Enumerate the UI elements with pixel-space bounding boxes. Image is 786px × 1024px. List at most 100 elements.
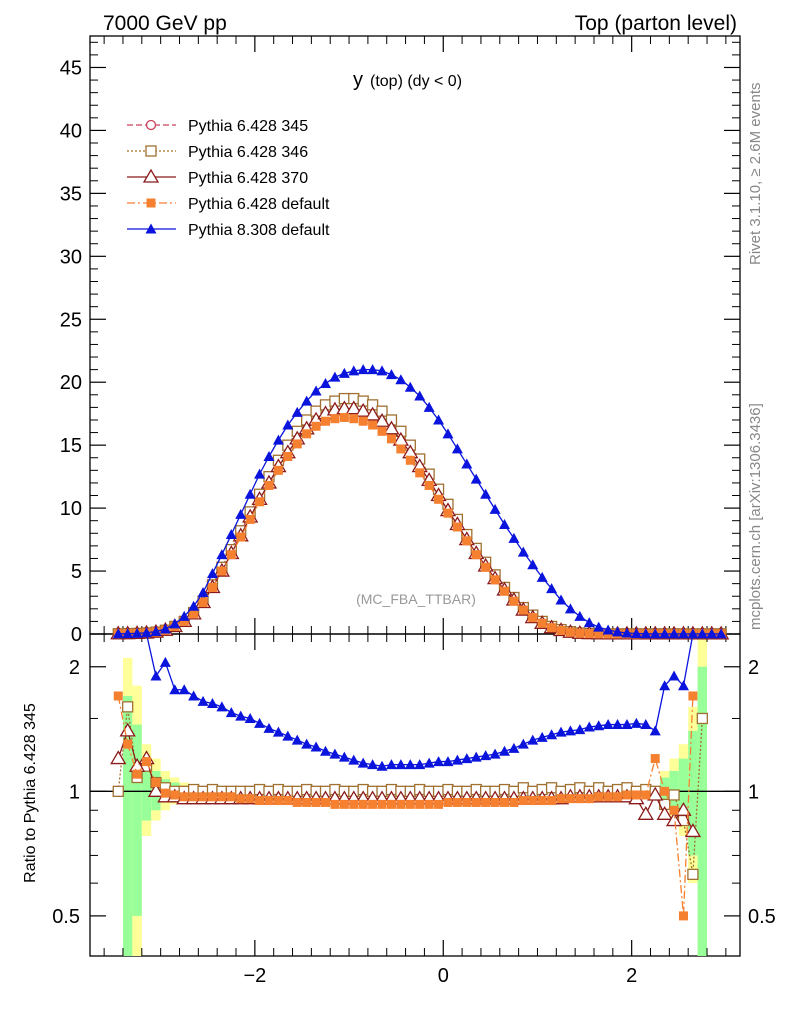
ratio-point-3 <box>179 792 189 802</box>
ratio-point-3 <box>321 797 331 807</box>
data-point-4 <box>630 627 642 638</box>
data-point-4 <box>593 621 605 632</box>
ratio-point-4 <box>225 707 237 718</box>
data-point-3 <box>226 550 236 560</box>
ratio-point-4 <box>159 656 171 667</box>
ratio-point-4 <box>197 695 209 706</box>
data-point-3 <box>424 480 434 490</box>
ratio-point-3 <box>462 797 472 807</box>
data-point-3 <box>217 566 227 576</box>
ratio-point-4 <box>254 717 266 728</box>
data-point-4 <box>291 406 303 417</box>
data-point-3 <box>255 497 265 507</box>
ratio-point-4 <box>527 734 539 745</box>
data-point-4 <box>517 546 529 557</box>
ratio-point-4 <box>376 760 388 771</box>
data-point-3 <box>264 480 274 490</box>
ratio-point-4 <box>498 745 510 756</box>
legend-label-3: Pythia 6.428 default <box>188 196 330 213</box>
data-point-4 <box>451 443 463 454</box>
data-point-3 <box>537 618 547 628</box>
ratio-point-3 <box>641 790 651 800</box>
ratio-point-3 <box>245 794 255 804</box>
ratio-point-4 <box>489 748 501 759</box>
ratio-point-3 <box>613 792 623 802</box>
ratio-point-4 <box>461 753 473 764</box>
data-point-4 <box>677 628 689 639</box>
data-point-3 <box>292 439 302 449</box>
data-point-4 <box>715 628 727 639</box>
data-point-3 <box>499 586 509 596</box>
data-point-4 <box>310 385 322 396</box>
ratio-point-1 <box>122 701 134 713</box>
data-point-4 <box>696 628 708 639</box>
ratio-point-4 <box>640 719 652 730</box>
ratio-point-3 <box>198 792 208 802</box>
ratio-point-3 <box>255 796 265 806</box>
ratio-point-4 <box>206 698 218 709</box>
ratio-point-2 <box>656 806 673 820</box>
ratio-point-3 <box>396 799 406 809</box>
ratio-point-4 <box>188 690 200 701</box>
ratio-point-4 <box>536 731 548 742</box>
ratio-point-4 <box>329 748 341 759</box>
ratio-point-4 <box>546 729 558 740</box>
y-tick-label: 35 <box>60 183 82 205</box>
ratio-point-3 <box>443 797 453 807</box>
data-point-4 <box>348 365 360 376</box>
data-point-4 <box>272 434 284 445</box>
data-point-3 <box>311 421 321 431</box>
ratio-point-3 <box>471 797 481 807</box>
data-point-4 <box>169 618 181 629</box>
ratio-point-3 <box>302 797 312 807</box>
ratio-point-3 <box>405 799 415 809</box>
data-point-4 <box>225 529 237 540</box>
ratio-point-3 <box>264 796 274 806</box>
ratio-point-3 <box>189 792 199 802</box>
data-point-2 <box>383 420 400 435</box>
ratio-point-4 <box>244 712 256 723</box>
ratio-point-4 <box>593 720 605 731</box>
data-point-3 <box>584 629 594 639</box>
data-point-4 <box>357 364 369 375</box>
data-point-4 <box>659 628 671 639</box>
legend-label-2: Pythia 6.428 370 <box>188 170 308 187</box>
ratio-point-3 <box>424 799 434 809</box>
data-point-4 <box>197 586 209 597</box>
data-point-3 <box>189 609 199 619</box>
data-point-3 <box>283 451 293 461</box>
data-point-4 <box>301 395 313 406</box>
data-point-3 <box>575 628 585 638</box>
ratio-point-3 <box>339 799 349 809</box>
data-point-4 <box>602 624 614 635</box>
data-point-4 <box>112 628 124 639</box>
data-point-4 <box>442 428 454 439</box>
ratio-point-4 <box>357 757 369 768</box>
legend-label-4: Pythia 8.308 default <box>188 222 330 239</box>
ratio-point-4 <box>348 754 360 765</box>
ratio-point-3 <box>170 790 180 800</box>
ratio-point-3 <box>368 799 378 809</box>
ratio-point-3 <box>113 691 123 701</box>
process-label: Top (parton level) <box>575 12 737 35</box>
y-tick-label: 10 <box>60 498 82 520</box>
ratio-point-3 <box>349 799 359 809</box>
ratio-point-3 <box>292 797 302 807</box>
ratio-point-3 <box>518 796 528 806</box>
x-tick-label: −2 <box>243 965 266 987</box>
ratio-series-group <box>110 633 708 921</box>
y-tick-label: 20 <box>60 372 82 394</box>
data-point-2 <box>373 412 391 427</box>
data-point-4 <box>470 473 482 484</box>
ratio-point-2 <box>637 806 654 820</box>
axis-ticks: 0 5 10 15 20 25 30 35 40 45 −2 0 2 0.5 0.5 1 1 2 2 <box>52 36 776 987</box>
ratio-point-4 <box>574 724 586 735</box>
ratio-point-3 <box>358 799 368 809</box>
data-point-4 <box>612 626 624 637</box>
ratio-point-4 <box>433 756 445 767</box>
data-point-4 <box>320 377 332 388</box>
ratio-point-4 <box>508 742 520 753</box>
data-point-4 <box>367 364 379 375</box>
ratio-point-4 <box>310 741 322 752</box>
data-point-3 <box>452 522 462 532</box>
